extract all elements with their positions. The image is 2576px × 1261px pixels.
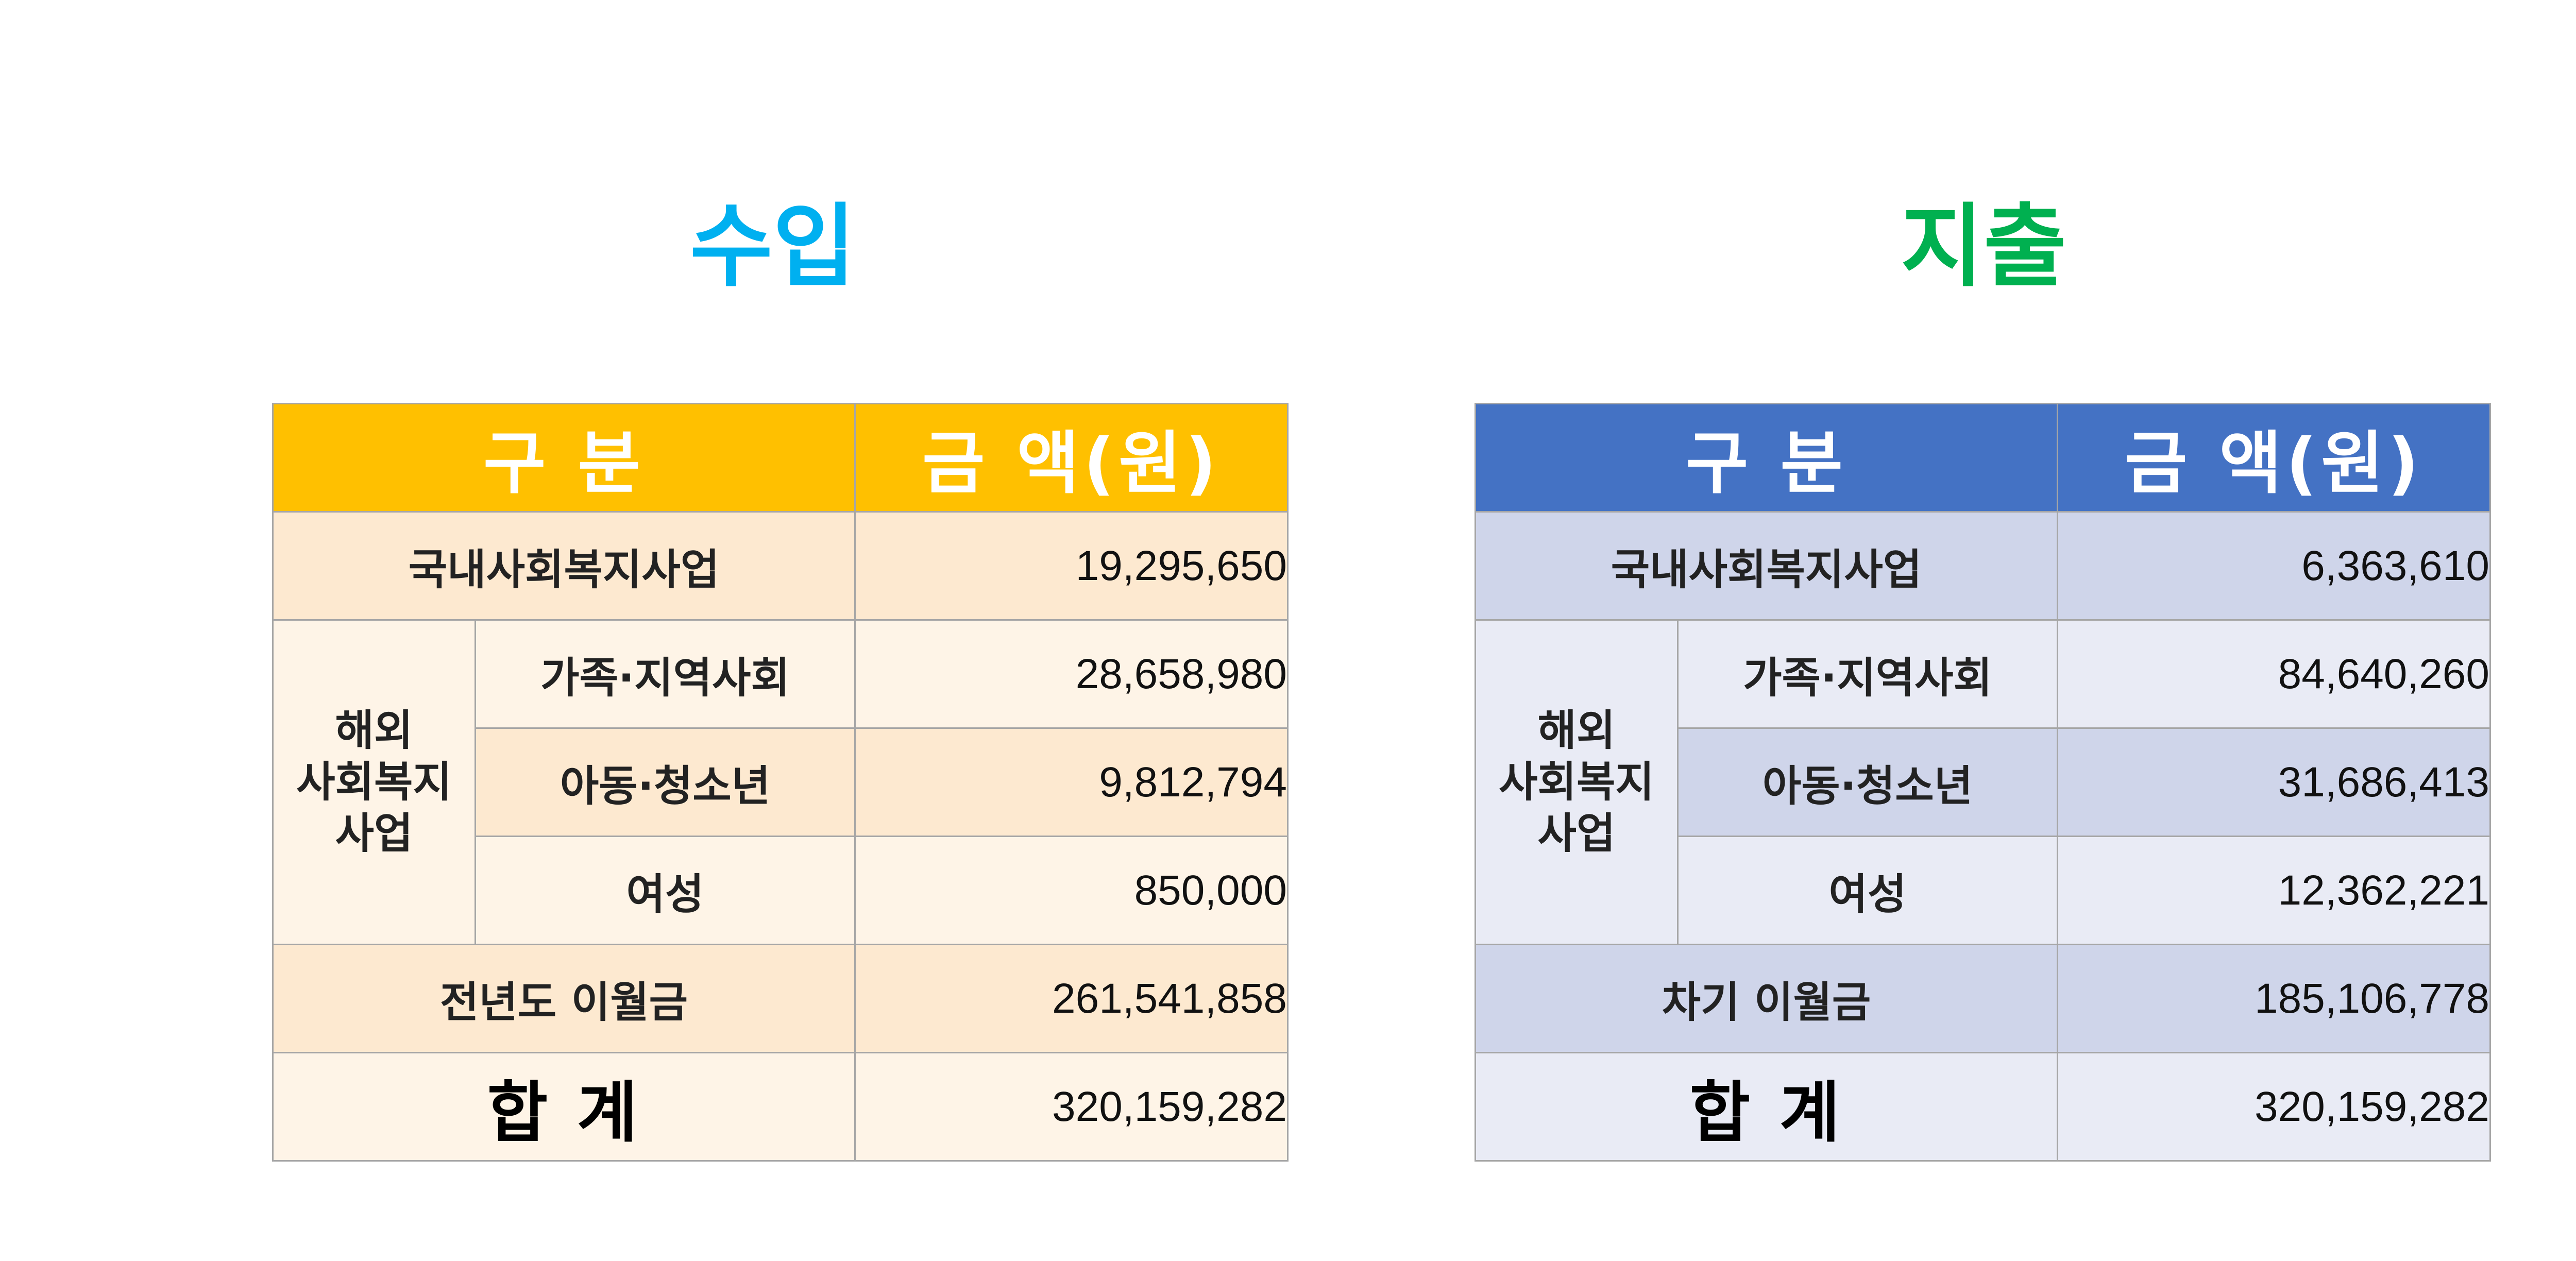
total-amount: 320,159,282: [2057, 1052, 2491, 1162]
table-row: 해외 사회복지 사업 가족·지역사회 84,640,260: [1475, 619, 2491, 945]
domestic-amount: 6,363,610: [2057, 511, 2491, 621]
children-youth-label: 아동·청소년: [474, 727, 856, 837]
total-label: 합 계: [272, 1052, 856, 1162]
family-community-label: 가족·지역사회: [1677, 619, 2058, 729]
overseas-group-label: 해외 사회복지 사업: [1475, 619, 1679, 945]
family-community-amount: 84,640,260: [2057, 619, 2491, 729]
family-community-label: 가족·지역사회: [474, 619, 856, 729]
table-row: 아동·청소년 31,686,413: [1476, 727, 2491, 837]
table-row: 해외 사회복지 사업 가족·지역사회 28,658,980: [272, 619, 1289, 945]
total-row: 합 계 320,159,282: [1475, 1052, 2491, 1162]
family-community-amount: 28,658,980: [854, 619, 1289, 729]
children-youth-amount: 31,686,413: [2057, 727, 2491, 837]
table-row: 전년도 이월금 261,541,858: [272, 944, 1289, 1053]
header-amount: 금 액(원): [2057, 403, 2491, 513]
total-amount: 320,159,282: [854, 1052, 1289, 1162]
women-amount: 12,362,221: [2057, 836, 2491, 945]
carryover-amount: 185,106,778: [2057, 944, 2491, 1053]
women-label: 여성: [1677, 836, 2058, 945]
header-category: 구 분: [272, 403, 856, 513]
total-label: 합 계: [1475, 1052, 2058, 1162]
header-category: 구 분: [1475, 403, 2058, 513]
income-title: 수입: [690, 195, 856, 299]
children-youth-label: 아동·청소년: [1677, 727, 2058, 837]
women-label: 여성: [474, 836, 856, 945]
table-row: 아동·청소년 9,812,794: [273, 727, 1289, 837]
total-row: 합 계 320,159,282: [272, 1052, 1289, 1162]
table-header-row: 구 분 금 액(원): [1475, 403, 2491, 513]
children-youth-amount: 9,812,794: [854, 727, 1289, 837]
table-row: 국내사회복지사업 6,363,610: [1475, 511, 2491, 621]
women-amount: 850,000: [854, 836, 1289, 945]
table-row: 국내사회복지사업 19,295,650: [272, 511, 1289, 621]
table-row: 여성 850,000: [273, 836, 1289, 945]
carryover-amount: 261,541,858: [854, 944, 1289, 1053]
table-row: 여성 12,362,221: [1476, 836, 2491, 945]
domestic-label: 국내사회복지사업: [1475, 511, 2058, 621]
header-amount: 금 액(원): [854, 403, 1289, 513]
table-header-row: 구 분 금 액(원): [272, 403, 1289, 513]
carryover-label: 차기 이월금: [1475, 944, 2058, 1053]
expense-title: 지출: [1901, 195, 2066, 299]
overseas-group-label: 해외 사회복지 사업: [272, 619, 476, 945]
income-table: 구 분 금 액(원) 국내사회복지사업 19,295,650 해외 사회복지 사…: [272, 403, 1289, 1162]
table-row: 차기 이월금 185,106,778: [1475, 944, 2491, 1053]
carryover-label: 전년도 이월금: [272, 944, 856, 1053]
domestic-label: 국내사회복지사업: [272, 511, 856, 621]
domestic-amount: 19,295,650: [854, 511, 1289, 621]
expense-table: 구 분 금 액(원) 국내사회복지사업 6,363,610 해외 사회복지 사업…: [1475, 403, 2491, 1162]
